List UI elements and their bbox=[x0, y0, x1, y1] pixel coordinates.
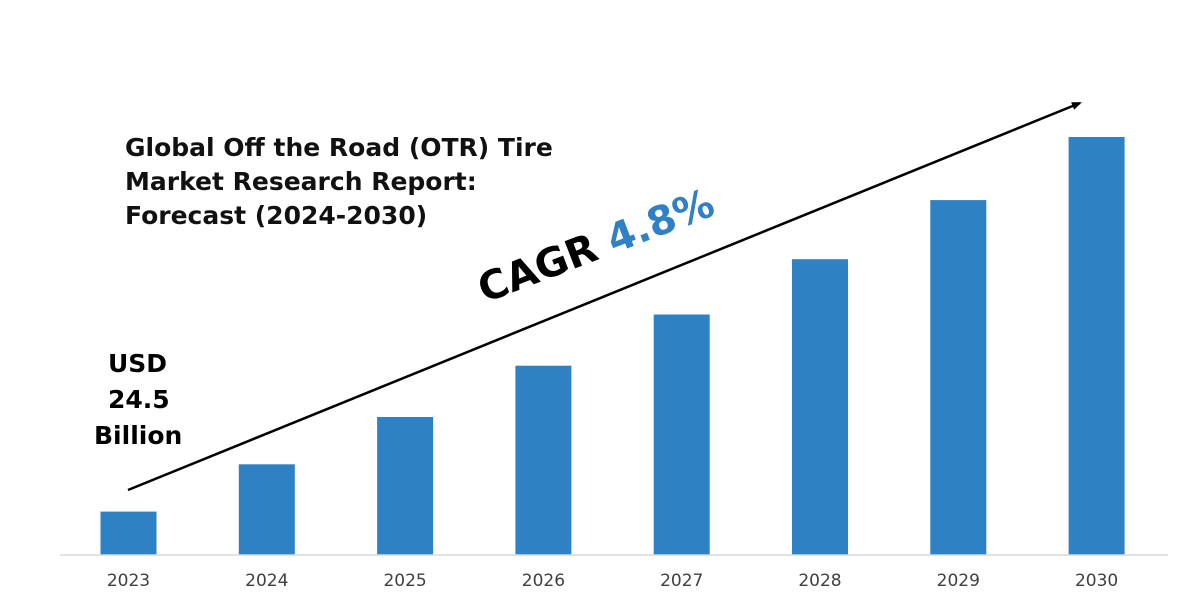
start-value-annotation: USD 24.5 Billion bbox=[90, 346, 190, 454]
x-tick-label-2025: 2025 bbox=[383, 571, 426, 591]
x-tick-label-2027: 2027 bbox=[660, 571, 703, 591]
start-value-currency: USD bbox=[108, 349, 168, 378]
x-tick-label-2028: 2028 bbox=[798, 571, 841, 591]
x-tick-label-2026: 2026 bbox=[522, 571, 565, 591]
start-value-unit: Billion bbox=[94, 421, 183, 450]
x-tick-label-2023: 2023 bbox=[107, 571, 150, 591]
bar-2025 bbox=[377, 417, 434, 555]
x-tick-label-2030: 2030 bbox=[1075, 571, 1118, 591]
bar-2029 bbox=[930, 200, 987, 555]
chart-title: Global Off the Road (OTR) Tire Market Re… bbox=[125, 131, 553, 233]
bar-2030 bbox=[1068, 137, 1125, 555]
title-line-1: Global Off the Road (OTR) Tire bbox=[125, 133, 553, 162]
bar-2023 bbox=[100, 511, 157, 555]
x-tick-label-2024: 2024 bbox=[245, 571, 288, 591]
bar-2027 bbox=[653, 314, 710, 555]
title-line-3: Forecast (2024-2030) bbox=[125, 201, 428, 230]
trend-arrow bbox=[127, 101, 1082, 492]
bar-2026 bbox=[515, 365, 572, 555]
title-line-2: Market Research Report: bbox=[125, 167, 477, 196]
start-value-number: 24.5 bbox=[108, 385, 170, 414]
bar-2028 bbox=[792, 259, 848, 555]
x-tick-label-2029: 2029 bbox=[937, 571, 980, 591]
bar-2024 bbox=[238, 464, 295, 555]
